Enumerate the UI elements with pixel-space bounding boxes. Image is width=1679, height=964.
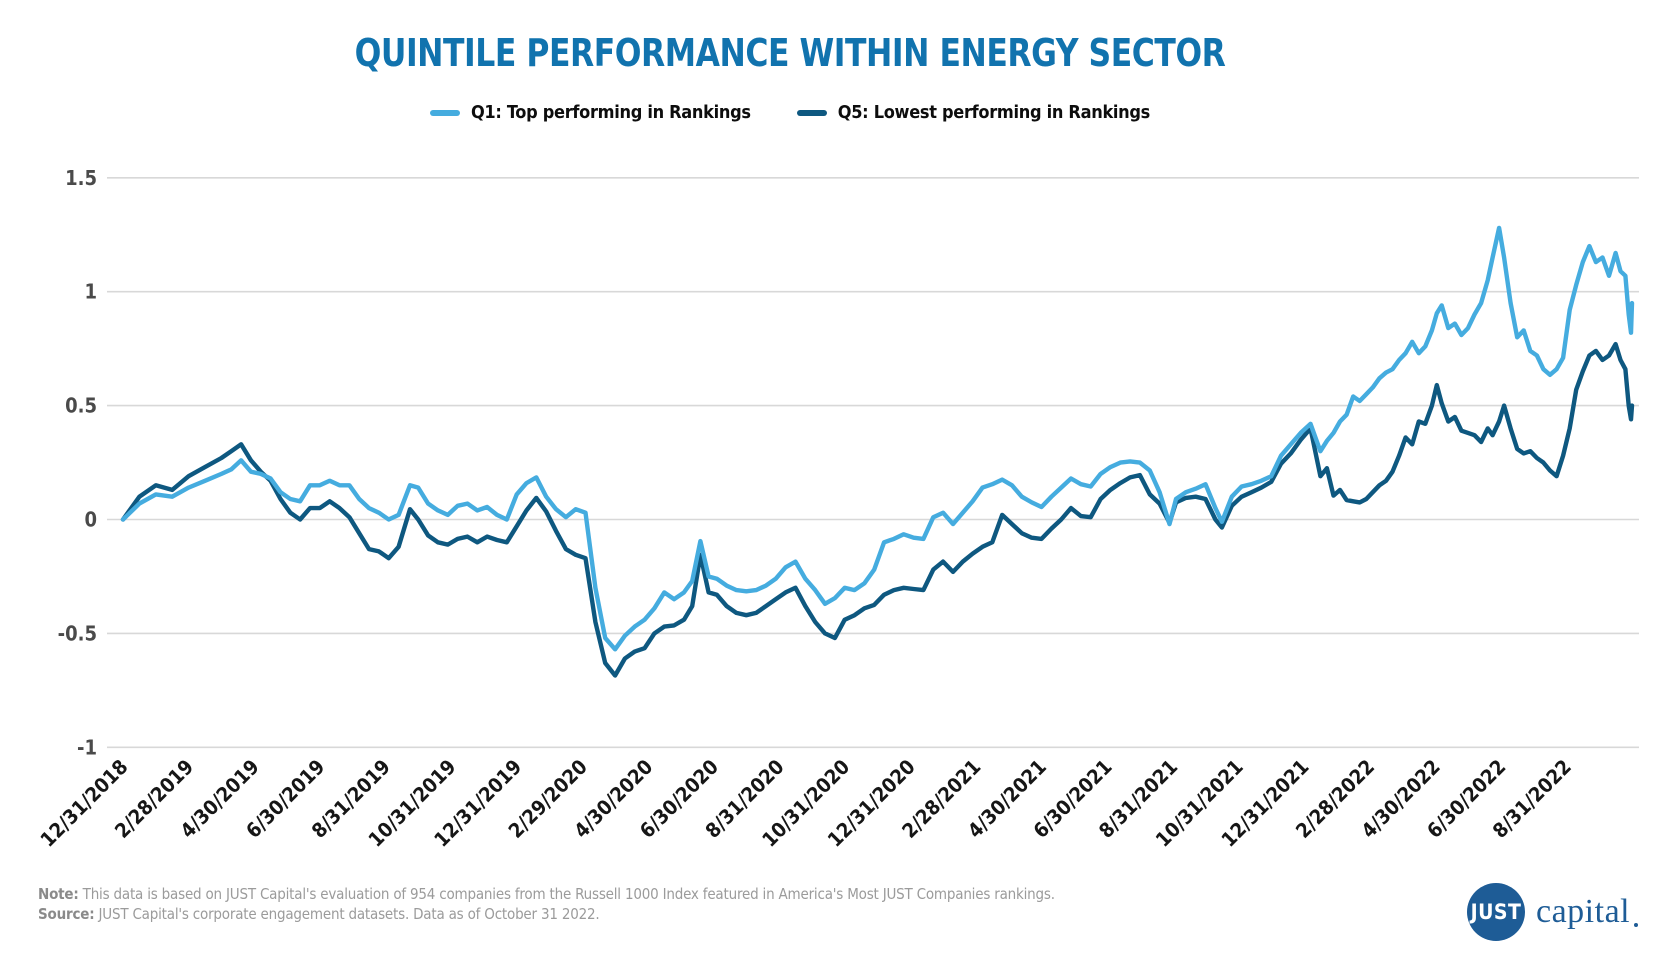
y-tick-label: -1 (77, 735, 97, 759)
logo-circle: JUST (1467, 883, 1525, 941)
logo-circle-text: JUST (1470, 900, 1522, 924)
source-label: Source: (38, 905, 95, 923)
q5-line (120, 341, 1635, 678)
y-tick-label: -0.5 (58, 621, 97, 645)
just-capital-logo: JUST capital (1467, 883, 1639, 941)
source-text: JUST Capital's corporate engagement data… (94, 905, 600, 923)
q1-swatch (429, 109, 460, 116)
legend: Q1: Top performing in Rankings Q5: Lowes… (0, 102, 1580, 123)
source-line: Source: JUST Capital's corporate engagem… (38, 904, 1055, 924)
chart-title: QUINTILE PERFORMANCE WITHIN ENERGY SECTO… (354, 31, 1226, 75)
note-text: This data is based on JUST Capital's eva… (78, 885, 1055, 903)
q1-line (120, 225, 1635, 652)
x-tick-label: 12/31/2018 (35, 755, 132, 852)
logo-trademark-dot (1634, 923, 1639, 927)
y-tick-label: 1.5 (65, 166, 97, 190)
legend-item-q5: Q5: Lowest performing in Rankings (796, 102, 1151, 123)
y-tick-label: 0 (84, 508, 97, 532)
q5-swatch (796, 109, 827, 116)
note-label: Note: (38, 885, 79, 903)
legend-item-q1: Q1: Top performing in Rankings (429, 102, 751, 123)
legend-label-q1: Q1: Top performing in Rankings (470, 102, 751, 123)
y-tick-label: 1 (84, 280, 97, 304)
legend-label-q5: Q5: Lowest performing in Rankings (837, 102, 1151, 123)
logo-wordmark: capital (1536, 893, 1631, 930)
y-tick-label: 0.5 (65, 394, 97, 418)
note-line: Note: This data is based on JUST Capital… (38, 884, 1055, 904)
footnote: Note: This data is based on JUST Capital… (38, 884, 1055, 924)
